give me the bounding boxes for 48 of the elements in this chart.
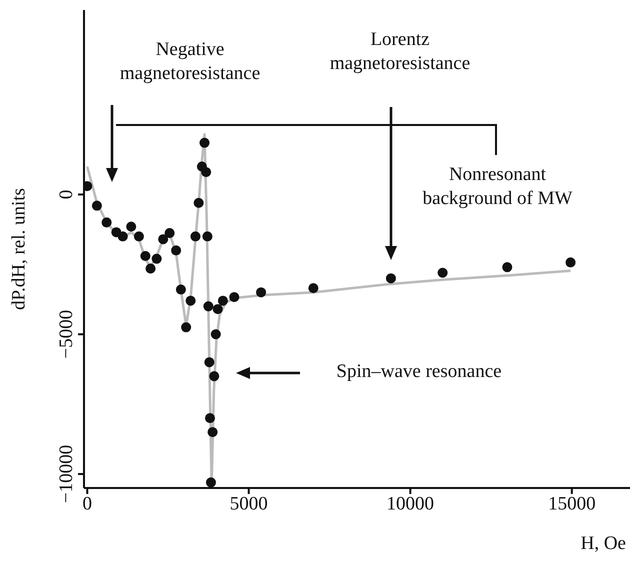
y-tick-label: −5000 (56, 310, 77, 359)
point (146, 264, 156, 274)
point (199, 138, 210, 148)
annotation: Negative magnetoresistance (118, 38, 262, 86)
x-tick-label: 5000 (230, 493, 268, 514)
point (186, 296, 196, 306)
y-axis-title: dP.dH, rel. units (8, 188, 30, 310)
point (201, 167, 212, 178)
point (202, 231, 212, 242)
point (208, 427, 218, 438)
point (218, 296, 228, 306)
annotation: Spin–wave resonance (335, 360, 503, 384)
point (92, 200, 102, 211)
point (206, 477, 216, 488)
point (438, 268, 448, 278)
point (204, 357, 214, 368)
point (158, 234, 168, 244)
point (209, 371, 220, 382)
point (210, 329, 221, 340)
point (229, 292, 240, 302)
point (181, 322, 192, 332)
point (176, 284, 186, 295)
x-tick-label: 15000 (548, 493, 596, 514)
point (308, 283, 318, 294)
point (190, 231, 200, 242)
x-axis-title: H, Oe (580, 533, 626, 554)
annotation: Nonresonant background of MW (422, 163, 574, 211)
point (164, 228, 175, 238)
point (204, 413, 216, 424)
point (194, 198, 204, 208)
point (212, 304, 223, 314)
point (152, 254, 162, 264)
y-tick-label: −10000 (56, 444, 77, 504)
point (566, 257, 576, 268)
point (140, 250, 150, 261)
point (256, 287, 266, 298)
x-tick-label: 0 (82, 493, 92, 514)
annotation: Lorentz magnetoresistance (328, 28, 472, 76)
point (386, 273, 396, 284)
y-tick-label: 0 (56, 190, 77, 200)
point (203, 301, 214, 312)
x-tick-label: 10000 (386, 493, 434, 514)
point (171, 245, 182, 256)
point (502, 262, 512, 272)
point (118, 231, 128, 242)
point (102, 217, 112, 228)
point (134, 231, 144, 242)
point (126, 222, 136, 232)
